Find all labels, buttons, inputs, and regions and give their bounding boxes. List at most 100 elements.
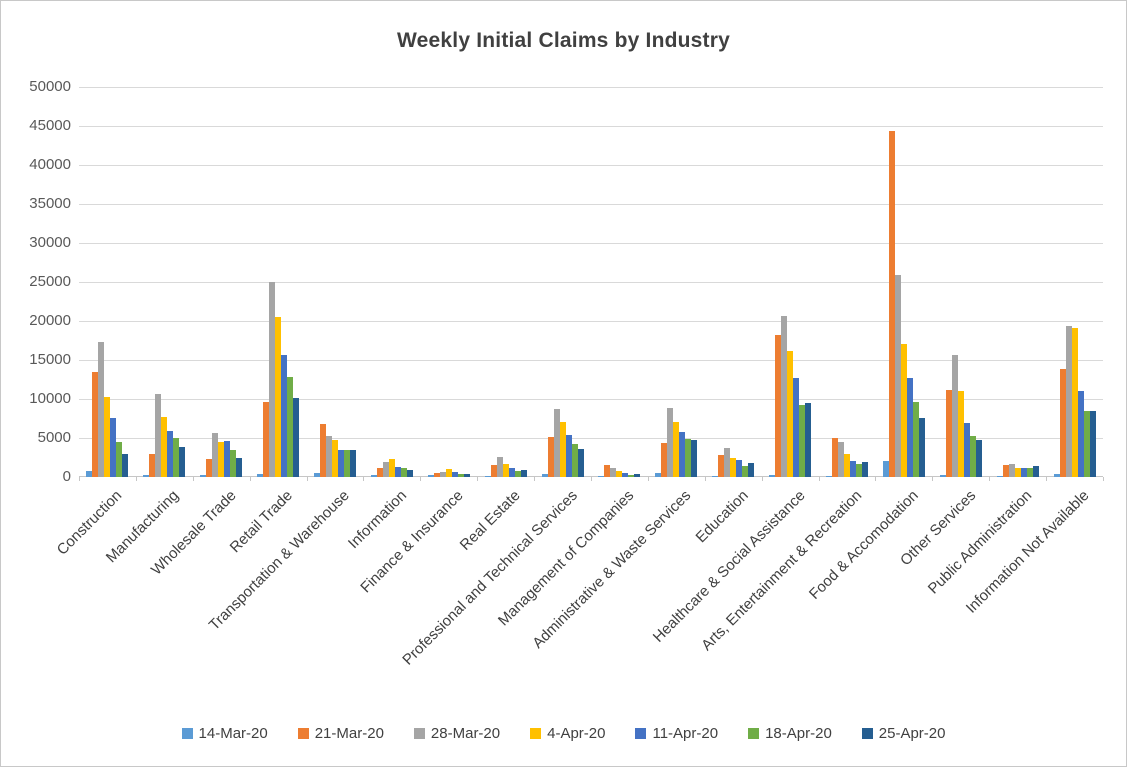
bar: [622, 473, 629, 477]
legend-swatch-icon: [530, 728, 542, 739]
bar: [793, 377, 800, 477]
legend-swatch-icon: [181, 728, 193, 739]
bar: [451, 472, 458, 477]
y-axis-tick-label: 40000: [29, 156, 71, 173]
plot-area: [79, 87, 1103, 477]
bar: [748, 462, 755, 477]
legend-label: 28-Mar-20: [430, 725, 501, 742]
x-axis-tick: [420, 477, 422, 481]
bar: [712, 475, 719, 477]
bar: [691, 440, 698, 477]
bar: [1077, 391, 1084, 477]
bar: [161, 416, 168, 477]
bar: [781, 315, 788, 477]
bar: [110, 417, 117, 477]
legend-item: 18-Apr-20: [748, 725, 832, 742]
bar: [457, 474, 464, 477]
legend-label: 11-Apr-20: [652, 725, 719, 742]
bar: [116, 441, 123, 477]
legend-swatch-icon: [748, 728, 760, 739]
bar: [230, 450, 237, 477]
bar: [406, 469, 413, 477]
bar: [975, 439, 982, 477]
bar: [1053, 474, 1060, 477]
bar: [167, 430, 174, 477]
bar: [912, 402, 919, 477]
bar: [224, 441, 231, 477]
x-axis-tick: [932, 477, 934, 481]
bar: [939, 474, 946, 477]
bar: [98, 342, 105, 477]
legend-item: 21-Mar-20: [297, 725, 384, 742]
bar: [320, 423, 326, 477]
x-axis-tick: [477, 477, 479, 481]
bar: [553, 409, 560, 477]
bar: [173, 438, 180, 477]
gridline: [79, 165, 1103, 166]
bar: [850, 461, 856, 477]
x-axis-tick: [192, 477, 194, 481]
bar: [293, 398, 300, 477]
bar: [799, 405, 806, 477]
bar: [269, 282, 276, 477]
y-axis-tick-label: 30000: [29, 234, 71, 251]
bar: [862, 462, 868, 477]
bar: [344, 450, 350, 477]
bar: [769, 474, 776, 477]
bar: [1083, 410, 1090, 477]
bar: [1065, 326, 1072, 477]
bar: [918, 417, 925, 477]
bar: [718, 455, 725, 477]
legend-swatch-icon: [861, 728, 873, 739]
bar: [844, 453, 850, 477]
bar: [724, 448, 731, 477]
x-axis-label: Public Administration: [925, 487, 1036, 598]
bar: [287, 377, 294, 477]
bar: [1032, 466, 1039, 477]
bar: [996, 475, 1003, 477]
chart-title: Weekly Initial Claims by Industry: [397, 29, 730, 52]
bar: [685, 438, 692, 477]
bar: [206, 459, 213, 477]
bar: [104, 396, 111, 477]
x-axis-label: Finance & Insurance: [357, 487, 467, 597]
bar: [1014, 467, 1021, 477]
legend-item: 4-Apr-20: [530, 725, 605, 742]
bar: [149, 453, 156, 477]
bar: [963, 423, 970, 477]
bar: [143, 474, 150, 477]
bar: [463, 473, 470, 477]
bar: [775, 335, 782, 477]
y-axis-tick-label: 10000: [29, 390, 71, 407]
bar: [1008, 463, 1015, 477]
bar: [502, 463, 509, 477]
legend-item: 28-Mar-20: [413, 725, 501, 742]
x-axis-tick: [989, 477, 991, 481]
x-axis-tick: [818, 477, 820, 481]
x-axis-tick: [135, 477, 137, 481]
bar: [520, 469, 527, 477]
bar: [736, 459, 743, 477]
bar: [906, 377, 913, 477]
y-axis-tick-label: 5000: [37, 429, 71, 446]
bar: [826, 476, 832, 477]
bar: [326, 436, 332, 477]
bar: [661, 443, 668, 477]
gridline: [79, 282, 1103, 283]
legend: 14-Mar-20 21-Mar-20 28-Mar-20 4-Apr-20 11-Ap…: [1, 725, 1126, 742]
bar: [400, 468, 407, 477]
bar: [604, 465, 611, 477]
y-axis-tick-label: 35000: [29, 195, 71, 212]
bar: [212, 433, 219, 477]
bar: [969, 435, 976, 477]
bar: [832, 438, 838, 477]
x-axis-tick: [1103, 477, 1104, 481]
x-axis-tick: [79, 477, 80, 481]
gridline: [79, 360, 1103, 361]
legend-item: 14-Mar-20: [181, 725, 268, 742]
bar: [338, 450, 344, 477]
bar: [496, 456, 503, 477]
bar: [275, 317, 282, 477]
y-axis-tick-label: 20000: [29, 312, 71, 329]
x-axis-tick: [591, 477, 592, 481]
